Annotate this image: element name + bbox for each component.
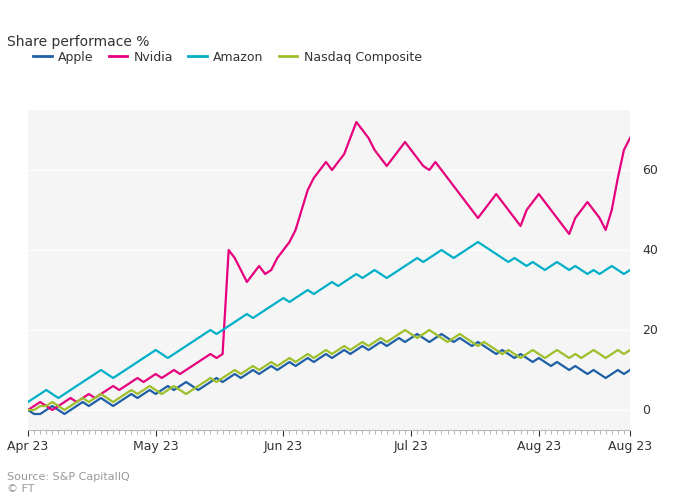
- Text: 60: 60: [642, 164, 658, 176]
- Text: 20: 20: [642, 324, 658, 336]
- Text: 0: 0: [642, 404, 650, 416]
- Text: Share performace %: Share performace %: [7, 35, 149, 49]
- Legend: Apple, Nvidia, Amazon, Nasdaq Composite: Apple, Nvidia, Amazon, Nasdaq Composite: [28, 46, 426, 69]
- Text: Source: S&P CapitalIQ: Source: S&P CapitalIQ: [7, 472, 130, 482]
- Text: © FT: © FT: [7, 484, 34, 494]
- Text: 40: 40: [642, 244, 658, 256]
